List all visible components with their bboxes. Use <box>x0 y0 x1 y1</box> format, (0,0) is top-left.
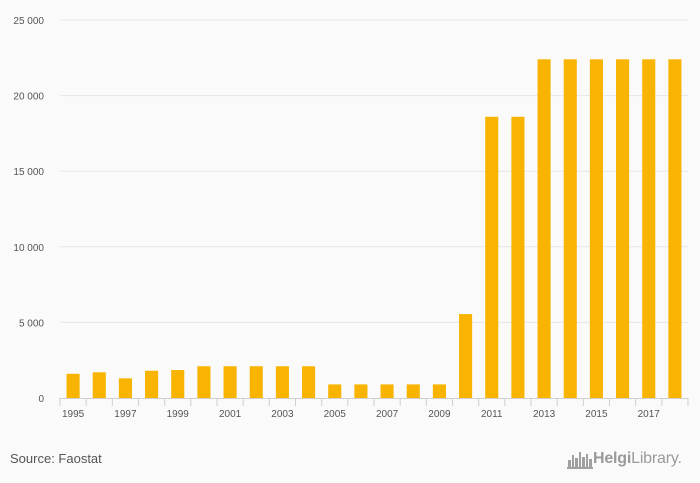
bar-2004 <box>302 366 316 398</box>
bar-1997 <box>118 378 132 398</box>
x-tick-label: 2007 <box>376 409 399 420</box>
bar-2008 <box>406 384 420 398</box>
bar-2001 <box>223 366 237 398</box>
grid-lines <box>60 19 688 323</box>
bar-2002 <box>249 366 263 398</box>
x-axis <box>59 398 689 406</box>
city-skyline-icon <box>567 452 593 469</box>
bar-2015 <box>589 59 603 398</box>
x-tick-label: 1997 <box>114 409 137 420</box>
y-tick-label: 15 000 <box>13 167 44 178</box>
brand-name: HelgiLibrary. <box>593 450 682 467</box>
bar-2006 <box>354 384 368 398</box>
bar-2017 <box>642 59 656 398</box>
x-tick-label: 1995 <box>62 409 85 420</box>
y-tick-label: 20 000 <box>13 92 44 103</box>
x-tick-label: 2003 <box>271 409 294 420</box>
bar-2003 <box>275 366 289 398</box>
source-note: Source: Faostat <box>10 451 102 466</box>
bar-2014 <box>563 59 577 398</box>
bar-2012 <box>511 116 525 398</box>
x-axis-tick-labels: 1995 1997 1999 2001 2003 2005 2007 2009 2011 2013… <box>62 409 660 420</box>
helgi-library-logo: HelgiLibrary. <box>567 449 682 469</box>
x-tick-label: 2001 <box>219 409 242 420</box>
y-tick-label: 10 000 <box>13 243 44 254</box>
bar-2009 <box>432 384 446 398</box>
bars <box>66 59 682 398</box>
bar-1999 <box>171 370 185 398</box>
bar-2010 <box>459 314 473 398</box>
bar-2007 <box>380 384 394 398</box>
bar-1998 <box>145 370 159 398</box>
bar-2005 <box>328 384 342 398</box>
y-tick-label: 5 000 <box>19 318 44 329</box>
x-tick-label: 2013 <box>533 409 556 420</box>
x-tick-label: 2017 <box>638 409 661 420</box>
y-tick-label: 25 000 <box>13 16 44 27</box>
bar-2016 <box>616 59 630 398</box>
bar-1996 <box>92 372 106 398</box>
bar-2011 <box>485 116 499 398</box>
bar-2013 <box>537 59 551 398</box>
y-axis-tick-labels: 0 5 000 10 000 15 000 20 000 25 000 <box>13 16 44 405</box>
x-tick-label: 2009 <box>428 409 451 420</box>
bar-1995 <box>66 373 80 398</box>
bar-2018 <box>668 59 682 398</box>
x-tick-label: 1999 <box>167 409 190 420</box>
x-tick-label: 2005 <box>324 409 347 420</box>
bar-2000 <box>197 366 211 398</box>
x-tick-label: 2011 <box>481 409 503 420</box>
x-tick-label: 2015 <box>585 409 608 420</box>
y-tick-label: 0 <box>38 394 44 405</box>
